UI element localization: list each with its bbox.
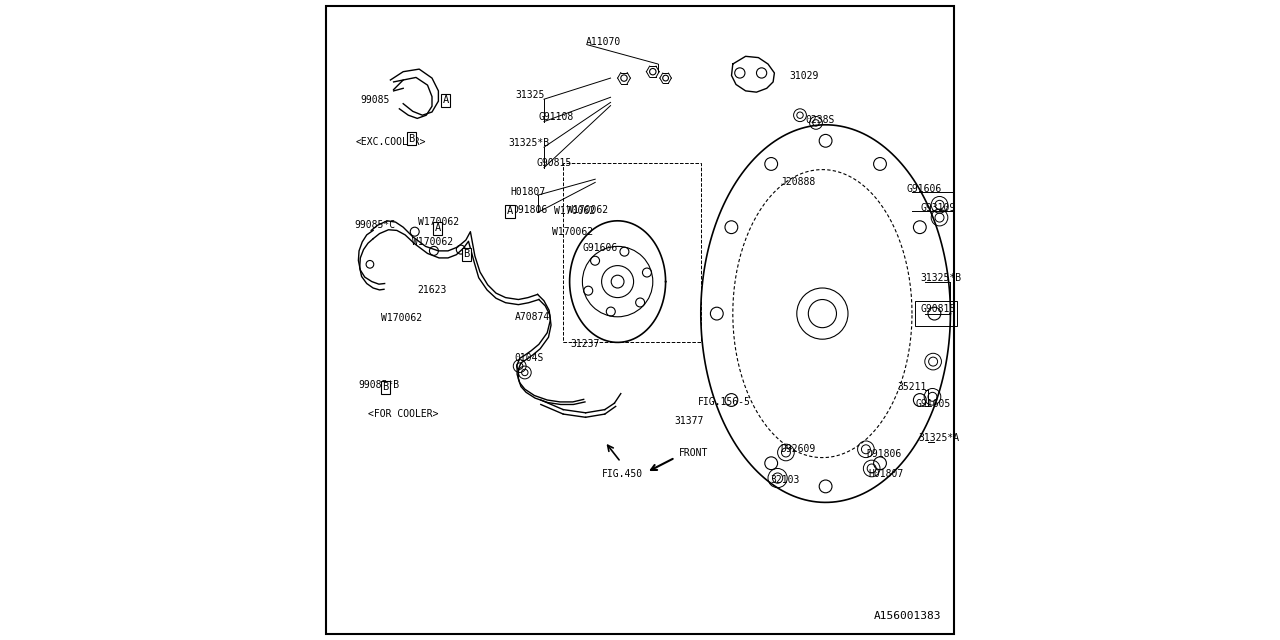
Text: G91606: G91606 — [906, 184, 942, 194]
Text: A156001383: A156001383 — [873, 611, 941, 621]
Text: G90815: G90815 — [536, 158, 572, 168]
Text: 99085*C: 99085*C — [355, 220, 396, 230]
Text: A: A — [443, 95, 448, 106]
Text: B: B — [383, 382, 388, 392]
Text: D91806: D91806 — [512, 205, 548, 215]
Text: H01807: H01807 — [869, 468, 904, 479]
Text: 31325*A: 31325*A — [919, 433, 960, 444]
Text: G93109: G93109 — [920, 203, 956, 213]
Text: 31325*B: 31325*B — [508, 138, 550, 148]
Text: D92609: D92609 — [781, 444, 817, 454]
Text: 0238S: 0238S — [805, 115, 835, 125]
Text: <FOR COOLER>: <FOR COOLER> — [369, 409, 439, 419]
Text: W170062: W170062 — [412, 237, 453, 247]
Text: 99085*B: 99085*B — [358, 380, 399, 390]
Text: W170062: W170062 — [417, 217, 460, 227]
Text: FRONT: FRONT — [678, 448, 708, 458]
Text: FIG.156-5: FIG.156-5 — [699, 397, 751, 407]
Text: G91605: G91605 — [915, 399, 951, 410]
Text: 0104S: 0104S — [513, 353, 543, 364]
Text: H01807: H01807 — [511, 187, 547, 197]
Text: W170062: W170062 — [552, 227, 593, 237]
Text: 31237: 31237 — [571, 339, 599, 349]
Text: B: B — [408, 134, 415, 144]
Text: 31029: 31029 — [788, 70, 818, 81]
Text: B: B — [463, 249, 470, 259]
Text: G90815: G90815 — [920, 304, 956, 314]
Text: <EXC.COOLER>: <EXC.COOLER> — [356, 137, 426, 147]
Text: 31377: 31377 — [675, 416, 704, 426]
Text: J20888: J20888 — [781, 177, 817, 188]
Text: 21623: 21623 — [417, 285, 447, 295]
Text: A: A — [435, 223, 440, 234]
Text: 32103: 32103 — [771, 475, 799, 485]
Text: W170062: W170062 — [381, 313, 422, 323]
Text: 35211: 35211 — [897, 382, 927, 392]
Text: 31325*B: 31325*B — [920, 273, 961, 284]
Text: W170062: W170062 — [567, 205, 608, 215]
Text: G91108: G91108 — [539, 112, 575, 122]
Text: FIG.450: FIG.450 — [603, 468, 644, 479]
Text: A11070: A11070 — [585, 36, 621, 47]
Bar — [915, 301, 957, 326]
Text: 99085: 99085 — [361, 95, 389, 106]
Text: A: A — [507, 206, 513, 216]
Text: W170062: W170062 — [554, 206, 595, 216]
Text: G91606: G91606 — [582, 243, 618, 253]
Text: A70874: A70874 — [515, 312, 550, 322]
Bar — [563, 163, 701, 342]
Text: 31325: 31325 — [516, 90, 544, 100]
Text: D91806: D91806 — [865, 449, 901, 460]
